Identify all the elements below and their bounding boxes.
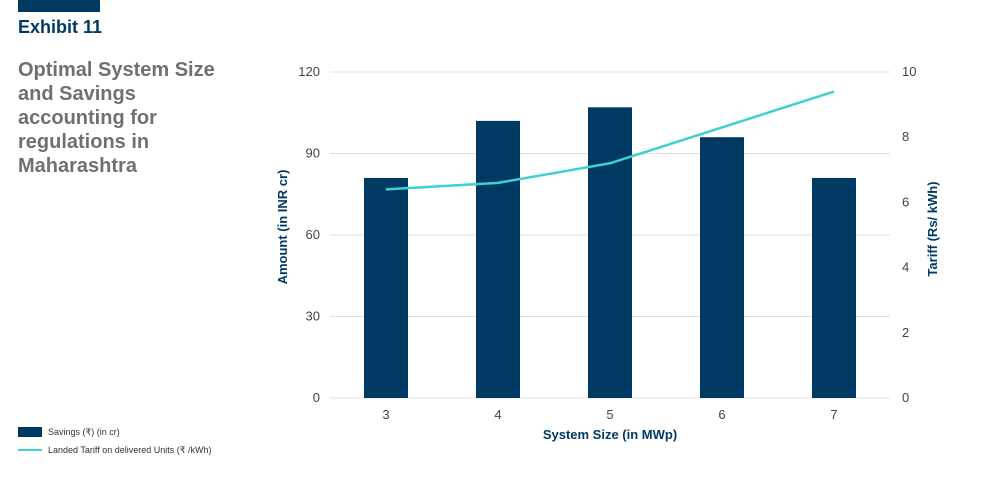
- bar-size-7: [812, 177, 856, 398]
- y2-tick-label: 4: [902, 260, 909, 275]
- x-axis-ticks: 3 4 5 6 7: [382, 407, 837, 422]
- y2-tick-label: 2: [902, 325, 909, 340]
- legend-bar-label: Savings (₹) (in cr): [48, 426, 120, 437]
- x-tick-label: 6: [718, 407, 725, 422]
- tariff-line: [385, 90, 835, 191]
- y-tick-label: 30: [306, 309, 320, 324]
- y2-tick-label: 0: [902, 390, 909, 405]
- bar-size-3: [364, 177, 408, 398]
- y-tick-label: 60: [306, 227, 320, 242]
- bar-size-6: [700, 137, 744, 398]
- y2-tick-label: 6: [902, 194, 909, 209]
- y-axis-ticks: 0 30 60 90 120: [298, 64, 320, 405]
- legend: Savings (₹) (in cr) Landed Tariff on del…: [18, 423, 211, 459]
- exhibit-label: Exhibit 11: [18, 17, 103, 37]
- bar-size-4: [476, 120, 520, 399]
- y-axis-label: Amount (in INR cr): [275, 170, 290, 285]
- chart-title: Optimal System Size and Savings accounti…: [18, 59, 215, 177]
- bars: [364, 107, 856, 399]
- y-tick-label: 90: [306, 146, 320, 161]
- x-axis-label: System Size (in MWp): [543, 427, 677, 442]
- exhibit-bar: [18, 0, 100, 12]
- legend-bar-swatch: [18, 427, 42, 437]
- legend-item-savings: Savings (₹) (in cr): [18, 423, 211, 441]
- x-tick-label: 7: [830, 407, 837, 422]
- legend-line-swatch: [18, 449, 42, 451]
- x-tick-label: 3: [382, 407, 389, 422]
- y2-axis-ticks: 0 2 4 6 8 10: [902, 64, 916, 405]
- legend-item-tariff: Landed Tariff on delivered Units (₹ /kWh…: [18, 441, 211, 459]
- x-tick-label: 5: [606, 407, 613, 422]
- y2-axis-label: Tariff (Rs/ kWh): [925, 181, 940, 276]
- y-tick-label: 0: [313, 390, 320, 405]
- y2-tick-label: 10: [902, 64, 916, 79]
- y-tick-label: 120: [298, 64, 320, 79]
- bar-size-5: [588, 107, 632, 399]
- y2-tick-label: 8: [902, 129, 909, 144]
- legend-line-label: Landed Tariff on delivered Units (₹ /kWh…: [48, 444, 212, 455]
- x-tick-label: 4: [494, 407, 501, 422]
